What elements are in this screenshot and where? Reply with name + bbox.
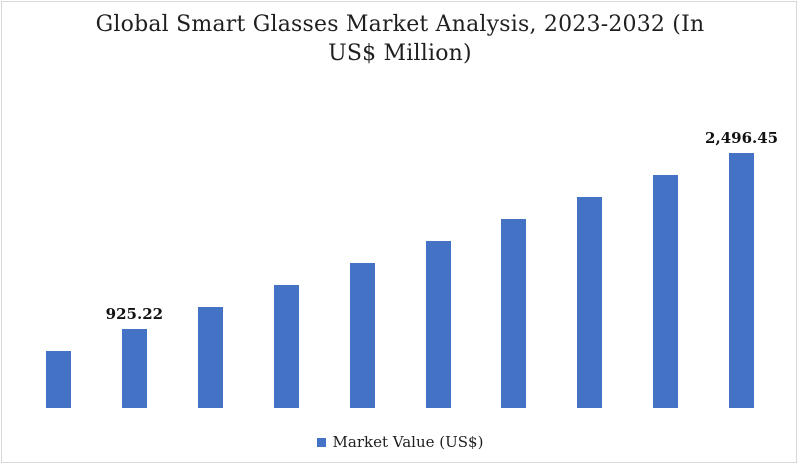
chart-title-line2: US$ Million) — [328, 41, 472, 67]
bar-2029 — [501, 219, 527, 408]
bar-2027 — [349, 263, 375, 408]
bar-2023 — [46, 351, 71, 408]
data-label-2032: 2,496.45 — [705, 128, 779, 147]
bar-2026 — [273, 285, 299, 408]
chart-title-line1: Global Smart Glasses Market Analysis, 20… — [95, 12, 705, 37]
bar-2024 — [121, 329, 147, 408]
legend-label: Market Value (US$) — [332, 433, 484, 451]
bar-2032 — [729, 152, 755, 408]
bar-2030 — [577, 197, 603, 408]
bar-2031 — [653, 174, 679, 408]
bar-2025 — [197, 307, 223, 408]
chart-title: Global Smart Glasses Market Analysis, 20… — [0, 10, 800, 68]
data-label-2024: 925.22 — [105, 305, 164, 324]
bar-2028 — [425, 241, 451, 408]
legend: Market Value (US$) — [0, 433, 800, 451]
legend-swatch-icon — [316, 437, 326, 447]
